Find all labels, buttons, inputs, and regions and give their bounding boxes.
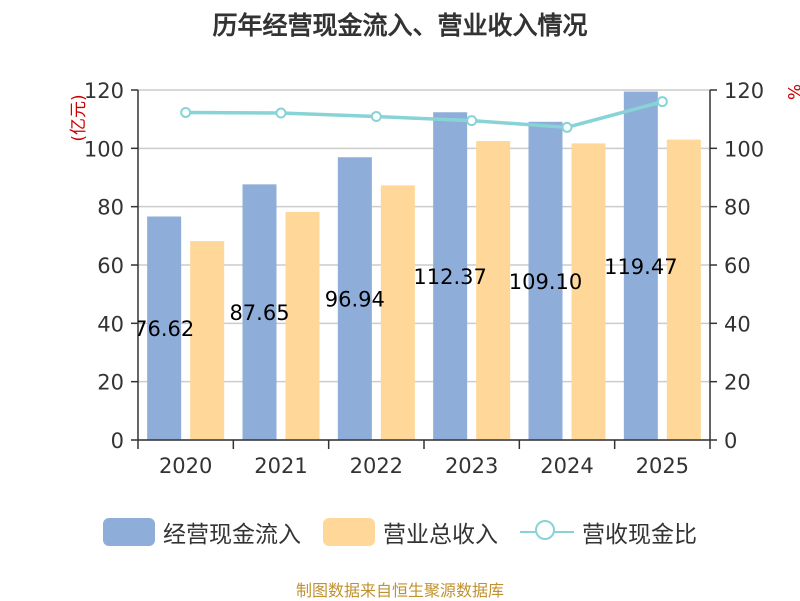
data-label-cash-inflow: 119.47 bbox=[604, 255, 677, 279]
legend-swatch-revenue bbox=[323, 518, 375, 546]
bar-cash-inflow bbox=[337, 157, 372, 440]
point-cash-ratio bbox=[656, 96, 668, 108]
bar-cash-inflow bbox=[528, 121, 563, 441]
y-right-tick-label: 0 bbox=[724, 429, 737, 453]
y-left-tick-label: 0 bbox=[111, 429, 124, 453]
bar-cash-inflow bbox=[433, 112, 468, 441]
legend-item-cash-ratio[interactable]: 营收现金比 bbox=[520, 515, 697, 549]
legend: 经营现金流入 营业总收入 营收现金比 bbox=[0, 515, 800, 549]
y-right-tick-label: 20 bbox=[724, 371, 751, 395]
bar-revenue bbox=[190, 241, 225, 440]
y-right-tick-label: 40 bbox=[724, 312, 751, 336]
y-right-tick-label: 100 bbox=[724, 137, 764, 161]
y-right-unit: % bbox=[783, 84, 800, 100]
y-right-tick-label: 80 bbox=[724, 196, 751, 220]
x-tick-label: 2021 bbox=[254, 454, 307, 478]
y-left-tick-label: 60 bbox=[97, 254, 124, 278]
data-label-cash-inflow: 87.65 bbox=[229, 301, 289, 325]
bar-revenue bbox=[571, 143, 606, 440]
bar-revenue bbox=[666, 139, 701, 441]
y-left-tick-label: 80 bbox=[97, 196, 124, 220]
y-right-tick-label: 120 bbox=[724, 79, 764, 103]
bar-revenue bbox=[285, 211, 320, 440]
y-left-tick-label: 20 bbox=[97, 371, 124, 395]
data-label-cash-inflow: 109.10 bbox=[509, 270, 582, 294]
x-tick-label: 2025 bbox=[636, 454, 689, 478]
legend-swatch-cash-inflow bbox=[103, 518, 155, 546]
bar-cash-inflow bbox=[623, 91, 658, 440]
line-cash-ratio bbox=[185, 99, 663, 130]
bar-revenue bbox=[380, 185, 415, 440]
y-right-tick-label: 60 bbox=[724, 254, 751, 278]
legend-label-cash-ratio: 营收现金比 bbox=[582, 522, 697, 548]
bar-cash-inflow bbox=[242, 184, 277, 440]
bar-revenue bbox=[476, 141, 511, 440]
y-left-unit: (亿元) bbox=[69, 94, 89, 141]
legend-swatch-cash-ratio bbox=[520, 518, 574, 546]
legend-item-cash-inflow[interactable]: 经营现金流入 bbox=[103, 515, 301, 549]
data-label-cash-inflow: 76.62 bbox=[134, 317, 194, 341]
point-cash-ratio bbox=[180, 106, 192, 118]
chart-title: 历年经营现金流入、营业收入情况 bbox=[212, 11, 588, 40]
y-left-tick-label: 100 bbox=[84, 137, 124, 161]
y-left-tick-label: 40 bbox=[97, 312, 124, 336]
data-label-cash-inflow: 112.37 bbox=[413, 265, 486, 289]
x-tick-label: 2024 bbox=[540, 454, 593, 478]
legend-item-revenue[interactable]: 营业总收入 bbox=[323, 515, 498, 549]
point-cash-ratio bbox=[561, 121, 573, 133]
bar-cash-inflow bbox=[147, 216, 182, 440]
x-tick-label: 2023 bbox=[445, 454, 498, 478]
x-tick-label: 2020 bbox=[159, 454, 212, 478]
point-cash-ratio bbox=[466, 115, 478, 127]
legend-label-revenue: 营业总收入 bbox=[383, 522, 498, 548]
point-cash-ratio bbox=[370, 111, 382, 123]
legend-label-cash-inflow: 经营现金流入 bbox=[163, 522, 301, 548]
point-cash-ratio bbox=[275, 107, 287, 119]
y-left-tick-label: 120 bbox=[84, 79, 124, 103]
source-note: 制图数据来自恒生聚源数据库 bbox=[295, 581, 504, 600]
data-label-cash-inflow: 96.94 bbox=[325, 288, 385, 312]
x-tick-label: 2022 bbox=[350, 454, 403, 478]
